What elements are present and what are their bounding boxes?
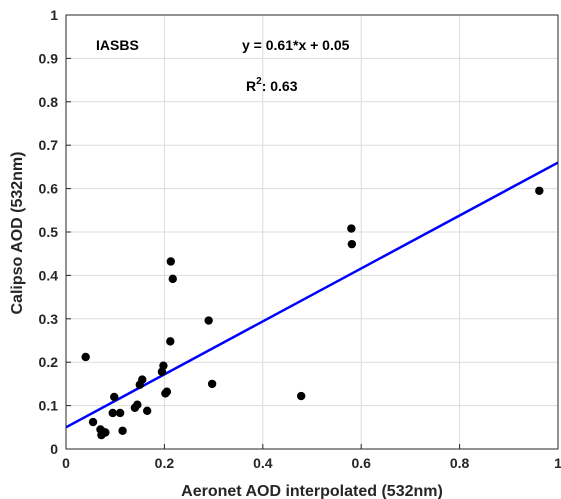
scatter-point (162, 387, 172, 396)
y-tick-label: 0.5 (39, 224, 59, 240)
scatter-point (133, 400, 142, 409)
scatter-point (347, 224, 356, 233)
x-tick-label: 0.2 (155, 455, 175, 471)
x-tick-label: 1 (554, 455, 561, 471)
y-tick-label: 0.2 (39, 354, 59, 370)
x-axis-label: Aeronet AOD interpolated (532nm) (181, 483, 443, 499)
scatter-point (166, 337, 175, 346)
y-tick-label: 0.7 (39, 137, 59, 153)
y-tick-label: 0.1 (39, 398, 59, 414)
scatter-point (138, 375, 147, 384)
scatter-point (204, 316, 213, 325)
scatter-point (142, 406, 152, 416)
scatter-point (166, 257, 175, 266)
y-axis-ticks: 0 0.1 0.2 0.3 0.4 0.5 0.6 0.7 0.8 0.9 1 (39, 7, 71, 457)
scatter-point (535, 186, 544, 195)
x-tick-label: 0.8 (450, 455, 470, 471)
scatter-point (207, 379, 217, 389)
scatter-point (115, 408, 125, 418)
y-tick-label: 0 (50, 441, 58, 457)
scatter-point (101, 428, 110, 437)
x-tick-label: 0.4 (253, 455, 273, 471)
data-points (81, 186, 544, 440)
x-tick-label: 0.6 (351, 455, 371, 471)
scatter-point (108, 408, 117, 418)
y-tick-label: 0.9 (39, 50, 59, 66)
y-tick-label: 0.3 (39, 311, 59, 327)
regression-fit-line (65, 161, 559, 429)
y-tick-label: 1 (50, 7, 58, 23)
scatter-point (168, 274, 177, 284)
scatter-point (88, 417, 98, 427)
y-tick-label: 0.6 (39, 181, 59, 197)
x-axis-ticks: 0 0.2 0.4 0.6 0.8 1 (62, 444, 561, 471)
x-tick-label: 0 (62, 455, 70, 471)
station-label: IASBS (96, 37, 139, 53)
fit-line-layer (65, 161, 559, 429)
scatter-point (296, 391, 306, 401)
y-tick-label: 0.4 (39, 267, 59, 283)
scatter-point (347, 239, 357, 249)
scatter-point (81, 352, 90, 362)
regression-equation: y = 0.61*x + 0.05 (242, 37, 350, 53)
scatter-point (118, 426, 127, 435)
scatter-point (110, 392, 119, 402)
r-squared-label: R2: 0.63 (246, 76, 298, 94)
y-axis-label: Calipso AOD (532nm) (9, 152, 26, 315)
scatter-point (159, 361, 168, 370)
y-tick-label: 0.8 (39, 94, 59, 110)
